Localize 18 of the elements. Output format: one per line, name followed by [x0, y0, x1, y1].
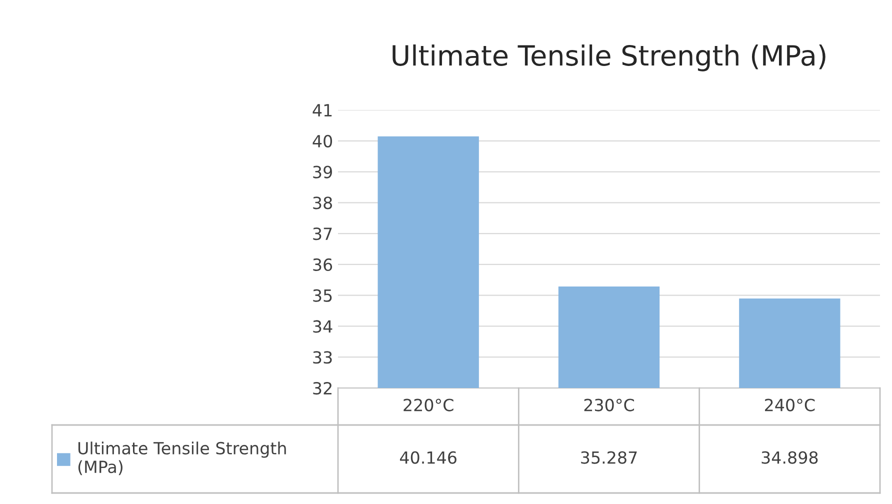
- y-tick-label: 41: [312, 104, 332, 116]
- y-tick-label: 32: [313, 382, 332, 395]
- y-tick-label: 38: [313, 196, 332, 210]
- y-tick-label: 33: [313, 351, 332, 364]
- data-label: 40.146: [400, 451, 456, 464]
- chart-title: Ultimate Tensile Strength (MPa): [392, 44, 826, 72]
- y-tick-label: 40: [312, 134, 332, 148]
- y-tick-label: 37: [313, 228, 332, 240]
- y-tick-label: 36: [313, 258, 332, 272]
- y-tick-label: 34: [313, 320, 332, 333]
- y-tick-label: 35: [313, 289, 332, 302]
- data-label: 34.898: [762, 451, 818, 464]
- x-tick-label: 240°C: [764, 398, 815, 412]
- y-tick-label: 39: [313, 166, 332, 178]
- data-label: 35.287: [581, 451, 637, 464]
- x-tick-label: 220°C: [404, 398, 454, 412]
- legend-label: Ultimate Tensile Strength (MPa): [78, 442, 286, 476]
- x-tick-label: 230°C: [584, 398, 634, 412]
